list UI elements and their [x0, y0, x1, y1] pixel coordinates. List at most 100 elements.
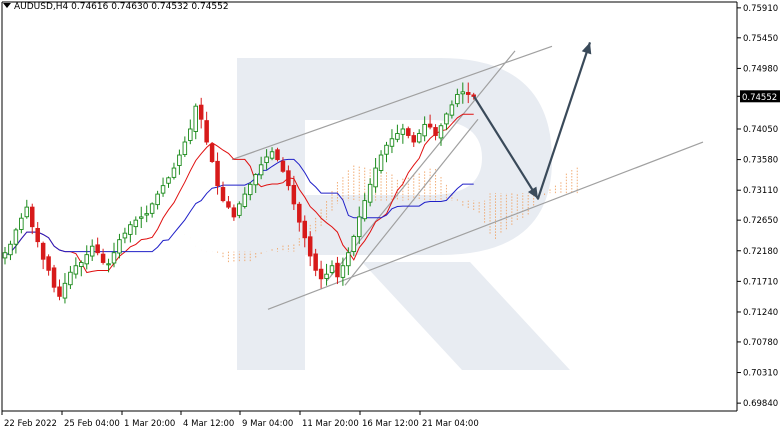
- candle: [411, 131, 417, 147]
- candle: [471, 92, 476, 100]
- candle-body: [57, 286, 62, 297]
- candle-body: [351, 235, 357, 253]
- candle: [362, 193, 367, 222]
- candle: [133, 216, 139, 235]
- candle: [357, 206, 362, 244]
- candle-body: [89, 245, 95, 257]
- candle-body: [335, 262, 340, 278]
- candle-body: [204, 120, 209, 143]
- candle: [19, 213, 24, 234]
- candle: [2, 246, 8, 265]
- candle-body: [111, 252, 117, 264]
- candle: [406, 126, 411, 139]
- candle-body: [329, 265, 335, 273]
- candle-body: [155, 193, 160, 206]
- y-tick-label: 0.72650: [743, 216, 778, 226]
- candle-body: [378, 154, 384, 171]
- candle-body: [411, 135, 417, 143]
- inner-channel-left-line: [326, 50, 516, 282]
- candle: [30, 203, 35, 235]
- candle: [231, 204, 237, 221]
- candle: [237, 201, 242, 219]
- candle-body: [395, 133, 400, 140]
- candle-body: [51, 267, 57, 288]
- candle-body: [302, 220, 308, 239]
- candle-body: [138, 216, 144, 219]
- channel-upper-line: [231, 45, 553, 161]
- candle: [346, 247, 351, 276]
- y-tick-label: 0.73580: [743, 156, 778, 166]
- x-tick-label: 21 Mar 04:00: [422, 419, 479, 429]
- candle: [400, 123, 406, 144]
- candle-body: [427, 123, 433, 128]
- candle-body: [13, 229, 19, 245]
- candle-body: [307, 236, 313, 257]
- candle: [24, 199, 30, 219]
- candle: [204, 111, 209, 145]
- candle: [40, 241, 46, 270]
- candle-body: [95, 244, 100, 254]
- candle: [57, 279, 62, 301]
- candle: [286, 165, 291, 191]
- candle-body: [30, 206, 35, 228]
- candle-body: [84, 254, 89, 265]
- candle: [138, 206, 144, 229]
- forecast-arrows: [473, 42, 592, 200]
- x-tick-label: 16 Mar 12:00: [362, 419, 419, 429]
- candle-body: [40, 242, 46, 260]
- candle-body: [128, 224, 133, 235]
- candle: [466, 82, 471, 104]
- candle-body: [215, 160, 220, 187]
- candle: [275, 147, 280, 162]
- candle-body: [182, 141, 188, 156]
- candle-body: [313, 253, 318, 271]
- candle: [329, 260, 335, 275]
- candle-body: [188, 128, 193, 141]
- candle-body: [340, 265, 346, 278]
- candle-body: [237, 203, 242, 216]
- candle-body: [226, 201, 231, 208]
- candle-body: [35, 227, 40, 243]
- candle-body: [231, 207, 237, 218]
- candle-body: [2, 252, 8, 259]
- y-tick-label: 0.71240: [743, 308, 778, 318]
- candle-body: [346, 252, 351, 267]
- candle: [444, 112, 449, 131]
- candle: [427, 114, 433, 130]
- candle: [188, 119, 193, 145]
- trend-channel: [231, 45, 704, 310]
- candle-body: [438, 125, 444, 139]
- candle-body: [444, 113, 449, 125]
- candle: [291, 175, 297, 210]
- candle: [198, 97, 204, 129]
- price-label-text: 0.74552: [742, 93, 777, 103]
- candle: [269, 147, 275, 161]
- candle: [68, 265, 73, 290]
- candle: [449, 100, 455, 119]
- candle: [433, 124, 438, 141]
- forecast-up-arrowhead: [581, 42, 592, 55]
- candle: [89, 239, 95, 262]
- channel-lower-line: [267, 141, 704, 310]
- candle: [209, 142, 215, 164]
- candle-body: [166, 177, 171, 184]
- candle: [313, 248, 318, 277]
- watermark-logo: [237, 58, 570, 370]
- candle: [324, 263, 329, 286]
- candle-body: [449, 104, 455, 116]
- y-tick-label: 0.70310: [743, 369, 778, 379]
- candle: [297, 201, 302, 232]
- candle-body: [384, 144, 389, 155]
- candle: [264, 149, 269, 170]
- candle: [242, 187, 248, 209]
- candle-body: [220, 187, 226, 202]
- candle: [122, 227, 128, 244]
- candle: [171, 162, 177, 180]
- candle-body: [133, 219, 139, 228]
- dropdown-triangle-icon[interactable]: [3, 3, 11, 8]
- candle-body: [68, 271, 73, 286]
- inner-channel-right-line: [344, 118, 479, 286]
- candle: [307, 231, 313, 267]
- current-price-label: 0.74552: [737, 90, 780, 103]
